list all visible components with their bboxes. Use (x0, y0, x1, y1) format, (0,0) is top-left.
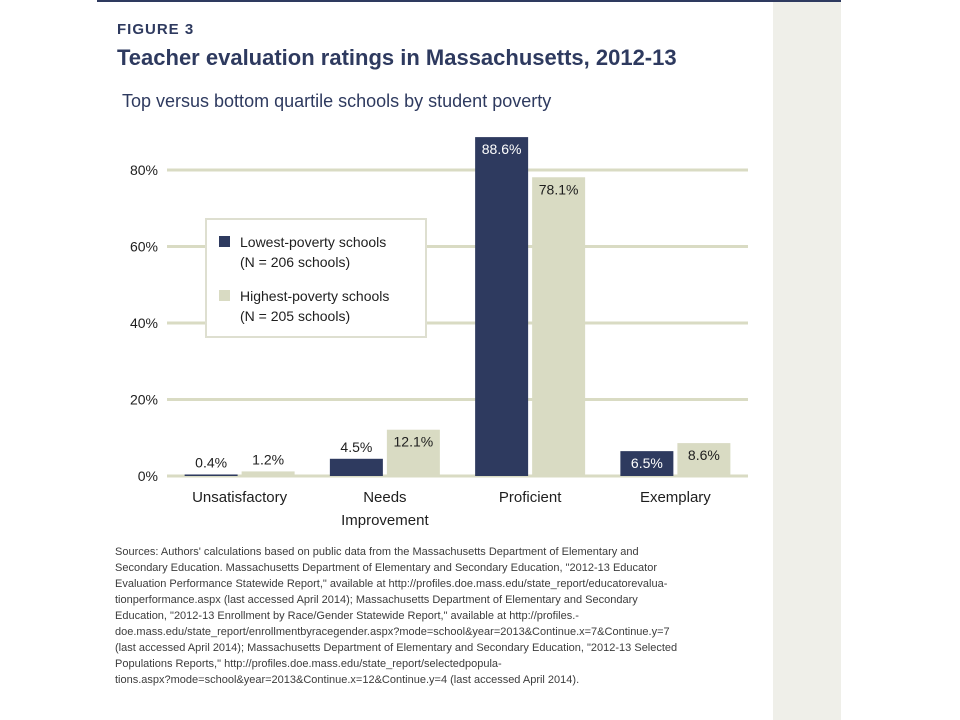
bar (386, 429, 440, 476)
sources-line: doe.mass.edu/state_report/enrollmentbyra… (115, 626, 670, 638)
x-category-label: Improvement (341, 512, 429, 529)
sources-line: Evaluation Performance Statewide Report,… (115, 578, 668, 590)
bar (241, 471, 295, 476)
bar (532, 177, 586, 476)
sources-line: tionperformance.aspx (last accessed Apri… (115, 594, 638, 606)
sources-line: tions.aspx?mode=school&year=2013&Continu… (115, 674, 580, 686)
legend-note-lowest-poverty: (N = 206 schools) (240, 254, 351, 270)
legend-swatch-lowest-poverty (219, 236, 230, 247)
x-category-label: Proficient (499, 489, 562, 506)
bar-value-label: 4.5% (340, 439, 372, 455)
y-tick-label: 0% (138, 468, 158, 484)
legend-label-lowest-poverty: Lowest-poverty schools (240, 234, 387, 250)
bar-value-label: 78.1% (539, 181, 579, 197)
bar (620, 451, 674, 476)
x-category-label: Needs (363, 489, 406, 506)
bar-value-label: 1.2% (252, 451, 284, 467)
bar-value-label: 88.6% (482, 141, 522, 157)
figure-label: FIGURE 3 (117, 21, 195, 38)
bars (184, 137, 731, 477)
top-rule (97, 0, 841, 2)
legend-swatch-highest-poverty (219, 290, 230, 301)
sources-note: Sources: Authors' calculations based on … (115, 544, 745, 688)
bar (677, 443, 731, 476)
bar-value-label: 6.5% (631, 455, 663, 471)
x-category-label: Exemplary (640, 489, 711, 506)
figure-subtitle: Top versus bottom quartile schools by st… (122, 91, 552, 111)
legend: Lowest-poverty schools (N = 206 schools)… (205, 218, 427, 338)
bar-value-labels: 0.4% 1.2% 4.5% 12.1% 88.6% 78.1% 6.5% 8.6% (195, 141, 720, 471)
y-tick-label: 20% (130, 392, 158, 408)
legend-label-highest-poverty: Highest-poverty schools (240, 288, 390, 304)
bar-value-label: 0.4% (195, 454, 227, 470)
y-tick-label: 60% (130, 239, 158, 255)
sources-line: Sources: Authors' calculations based on … (115, 546, 639, 558)
y-tick-label: 80% (130, 162, 158, 178)
bar (184, 474, 238, 476)
legend-note-highest-poverty: (N = 205 schools) (240, 308, 351, 324)
sources-line: (last accessed April 2014); Massachusett… (115, 642, 678, 654)
figure-title: Teacher evaluation ratings in Massachuse… (117, 45, 677, 70)
y-tick-label: 40% (130, 315, 158, 331)
sources-line: Populations Reports," http://profiles.do… (115, 658, 502, 670)
bar-value-label: 8.6% (688, 447, 720, 463)
sources-line: Secondary Education. Massachusetts Depar… (115, 562, 657, 574)
bar (475, 137, 529, 477)
side-panel (773, 2, 841, 720)
bar-value-label: 12.1% (394, 434, 434, 450)
x-category-label: Unsatisfactory (192, 489, 288, 506)
x-category-labels: Unsatisfactory Needs Improvement Proficient… (192, 489, 711, 529)
y-tick-labels: 0% 20% 40% 60% 80% (130, 162, 158, 484)
sources-line: Education, "2012-13 Enrollment by Race/G… (115, 610, 579, 622)
bar (329, 458, 383, 476)
